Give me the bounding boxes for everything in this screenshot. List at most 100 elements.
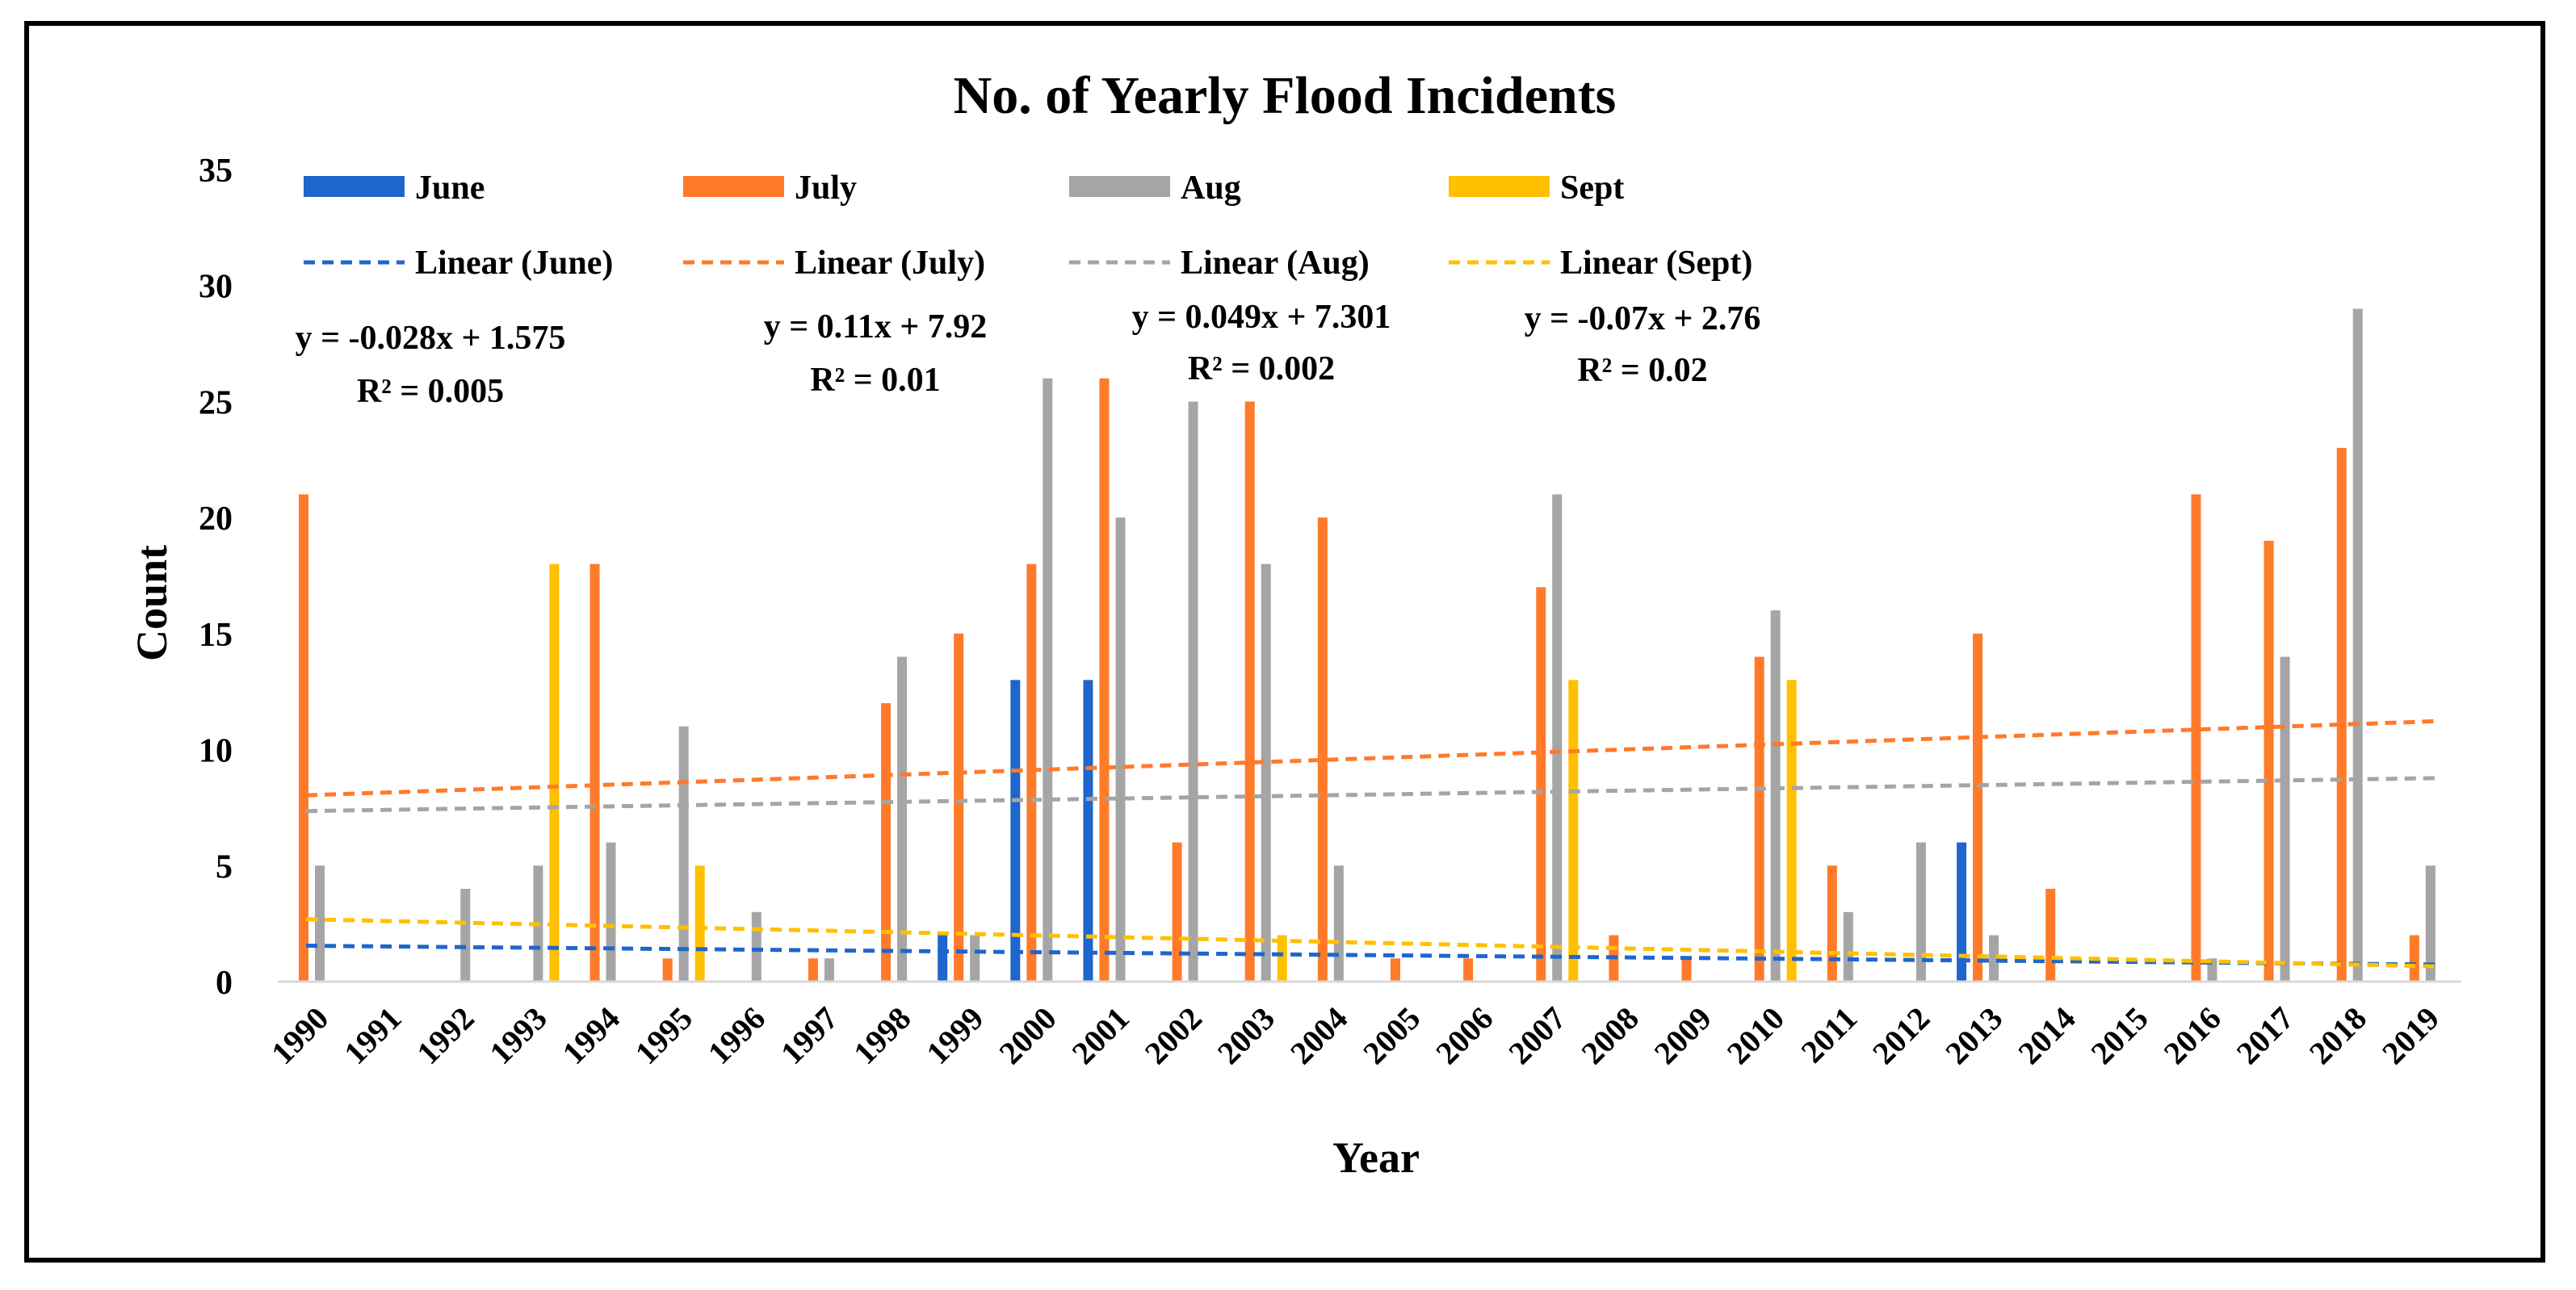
x-tick-label: 2001 [1065,1000,1136,1071]
x-tick-label: 2002 [1138,1000,1209,1071]
bar-july-2017 [2263,540,2274,982]
x-tick-label: 2008 [1574,1000,1645,1071]
bar-aug-2007 [1552,494,1563,982]
legend-label-aug: Aug [1181,170,1241,207]
bar-aug-2001 [1115,517,1126,982]
legend-swatch-july [683,176,784,197]
bar-june-2000 [1010,680,1021,982]
bar-july-1997 [808,958,818,982]
x-tick-label: 1998 [846,1000,917,1071]
y-tick-label: 25 [199,384,233,421]
bar-july-2002 [1172,842,1182,982]
y-axis-label: Count [128,545,176,661]
x-axis-label: Year [1332,1133,1420,1182]
bar-sept-1995 [694,865,705,982]
bar-sept-1993 [549,563,560,982]
y-tick-label: 10 [199,733,233,770]
trendline-r-squared: R² = 0.01 [810,362,940,399]
trendline-linear-aug- [306,776,2435,814]
trendline-linear-sept- [306,917,2435,969]
bar-june-1999 [938,935,948,982]
bar-aug-1994 [606,842,616,982]
bar-aug-2011 [1843,911,1853,982]
x-tick-label: 2007 [1501,1000,1572,1071]
bar-july-2007 [1536,587,1546,982]
trendline-equation: y = -0.028x + 1.575 [296,320,566,357]
trendline-equation: y = -0.07x + 2.76 [1525,300,1761,337]
bar-july-2011 [1827,865,1837,982]
trendline-equation: y = 0.049x + 7.301 [1132,299,1391,336]
x-tick-label: 2004 [1283,1000,1354,1071]
x-tick-label: 2000 [992,1000,1063,1071]
legend-label-june: June [415,170,485,207]
bar-aug-1990 [315,865,325,982]
x-tick-label: 1990 [264,1000,335,1071]
x-tick-label: 2013 [1938,1000,2009,1071]
x-tick-label: 2014 [2011,1000,2082,1071]
legend-label-sept: Sept [1560,170,1624,207]
x-tick-label: 2006 [1429,1000,1500,1071]
flood-chart: No. of Yearly Flood Incidents Count Year… [128,66,2461,1182]
bar-july-2003 [1244,401,1255,982]
bar-july-2016 [2191,494,2201,982]
bar-aug-2019 [2425,865,2435,982]
bar-aug-1996 [751,911,761,982]
x-tick-label: 1995 [628,1000,699,1071]
bar-aug-1995 [678,726,689,982]
x-tick-label: 1996 [701,1000,772,1071]
bar-july-1999 [954,633,964,982]
chart-title: No. of Yearly Flood Incidents [954,66,1617,125]
bar-july-2009 [1681,958,1692,982]
y-tick-label: 35 [199,153,233,190]
legend-trend-label: Linear (July) [795,245,985,282]
x-tick-label: 2017 [2230,1000,2301,1071]
trendline-linear-july- [305,719,2435,798]
bar-july-2010 [1754,656,1764,982]
bar-aug-2017 [2280,656,2290,982]
x-tick-label: 2018 [2302,1000,2373,1071]
bar-aug-2004 [1333,865,1344,982]
chart-frame: No. of Yearly Flood Incidents Count Year… [24,21,2545,1263]
legend-trend-label: Linear (Aug) [1181,245,1370,282]
x-tick-label: 2015 [2083,1000,2154,1071]
x-tick-label: 2005 [1356,1000,1427,1071]
bar-july-1990 [299,494,308,982]
bar-aug-1997 [824,958,834,982]
bar-aug-2010 [1770,610,1781,982]
bar-july-2013 [1973,633,1983,982]
y-tick-label: 30 [199,269,233,306]
y-axis-ticks: 0 5 10 15 20 25 30 35 [199,153,233,1002]
legend-swatch-aug [1069,176,1170,197]
y-tick-label: 15 [199,617,233,654]
x-tick-label: 2019 [2375,1000,2446,1071]
y-tick-label: 0 [216,965,233,1002]
y-tick-label: 5 [216,848,233,886]
legend-swatch-june [304,176,405,197]
legend-trend-label: Linear (June) [415,245,613,282]
bar-july-1995 [662,958,673,982]
legend-trend-label: Linear (Sept) [1560,245,1752,282]
x-tick-label: 1993 [482,1000,553,1071]
bar-june-2013 [1957,842,1967,982]
bar-aug-2003 [1261,563,1271,982]
x-tick-label: 2010 [1720,1000,1791,1071]
trendlines [305,719,2435,969]
bar-july-2001 [1099,378,1110,982]
bar-sept-2003 [1277,935,1287,982]
bar-aug-1992 [460,889,471,982]
x-tick-label: 1997 [774,1000,845,1071]
x-tick-label: 1994 [556,1000,627,1071]
bar-aug-2018 [2352,308,2363,982]
bar-july-1994 [589,563,600,982]
legend: June July Aug Sept Linear (June) Linear (July… [304,170,1752,282]
bar-june-2001 [1083,680,1093,982]
bar-july-1998 [881,703,892,982]
trendline-r-squared: R² = 0.02 [1577,352,1707,389]
bar-july-2005 [1391,958,1400,982]
bar-aug-2000 [1043,378,1053,982]
trendline-r-squared: R² = 0.005 [357,373,504,410]
x-tick-label: 1991 [337,1000,408,1071]
bar-sept-2010 [1786,680,1797,982]
x-tick-label: 1999 [919,1000,990,1071]
bar-aug-2013 [1989,935,1999,982]
